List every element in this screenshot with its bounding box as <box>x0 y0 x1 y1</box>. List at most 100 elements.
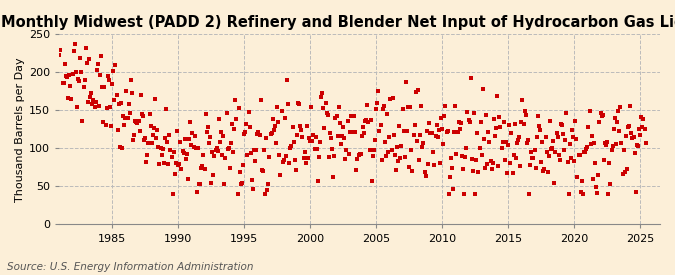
Point <box>109 98 119 103</box>
Point <box>508 152 519 157</box>
Point <box>408 133 419 137</box>
Point <box>363 119 374 124</box>
Point <box>91 67 102 72</box>
Point <box>152 128 163 133</box>
Point <box>182 151 192 156</box>
Point <box>566 155 576 160</box>
Point <box>637 124 648 129</box>
Point <box>358 125 369 129</box>
Point <box>528 156 539 160</box>
Point <box>454 120 464 124</box>
Point <box>379 104 389 109</box>
Point <box>130 119 140 123</box>
Point <box>192 190 202 194</box>
Point <box>571 137 582 141</box>
Point <box>547 146 558 150</box>
Point <box>466 156 477 161</box>
Point <box>381 154 392 159</box>
Point <box>512 141 522 145</box>
Point <box>111 93 122 97</box>
Point <box>556 122 566 127</box>
Point <box>634 127 645 131</box>
Point <box>131 120 142 124</box>
Point <box>550 150 561 154</box>
Point <box>484 140 495 144</box>
Point <box>503 143 514 147</box>
Point <box>620 133 631 138</box>
Point <box>578 150 589 154</box>
Point <box>439 114 450 119</box>
Point <box>259 148 269 152</box>
Point <box>208 173 219 177</box>
Point <box>350 130 360 134</box>
Point <box>173 163 184 167</box>
Point <box>406 148 416 153</box>
Point <box>473 170 484 174</box>
Point <box>84 57 95 61</box>
Point <box>153 145 164 149</box>
Point <box>611 142 622 146</box>
Point <box>344 130 355 134</box>
Point <box>300 161 311 165</box>
Point <box>370 138 381 142</box>
Point <box>582 145 593 149</box>
Point <box>418 141 429 145</box>
Point <box>599 141 610 145</box>
Point <box>500 158 510 163</box>
Point <box>66 97 77 101</box>
Point <box>612 120 622 124</box>
Point <box>63 96 74 100</box>
Point <box>504 123 514 127</box>
Point <box>337 134 348 138</box>
Point <box>435 116 446 120</box>
Point <box>562 160 573 164</box>
Point <box>358 130 369 135</box>
Point <box>276 109 287 114</box>
Point <box>483 130 494 134</box>
Point <box>549 180 560 185</box>
Point <box>526 150 537 155</box>
Point <box>227 150 238 155</box>
Point <box>449 130 460 134</box>
Point <box>388 133 399 137</box>
Point <box>468 169 479 174</box>
Point <box>135 92 146 97</box>
Point <box>180 137 190 141</box>
Point <box>628 135 639 140</box>
Point <box>421 129 432 133</box>
Point <box>232 192 243 196</box>
Point <box>213 117 224 121</box>
Point <box>252 132 263 136</box>
Point <box>597 112 608 117</box>
Point <box>213 149 223 153</box>
Point <box>164 132 175 137</box>
Point <box>284 161 295 165</box>
Point <box>468 111 479 115</box>
Point <box>385 96 396 101</box>
Point <box>82 100 93 104</box>
Point <box>234 170 245 174</box>
Point <box>147 132 158 137</box>
Point <box>438 142 449 147</box>
Point <box>599 158 610 163</box>
Point <box>332 134 343 138</box>
Point <box>269 128 279 132</box>
Point <box>250 159 261 163</box>
Point <box>618 148 629 152</box>
Point <box>290 168 301 172</box>
Point <box>156 153 167 157</box>
Point <box>184 137 194 141</box>
Point <box>348 114 358 119</box>
Point <box>396 144 407 149</box>
Point <box>80 46 91 50</box>
Point <box>234 106 244 110</box>
Point <box>74 79 84 84</box>
Point <box>201 130 212 134</box>
Point <box>566 127 577 132</box>
Point <box>414 158 425 162</box>
Point <box>262 188 273 192</box>
Point <box>414 133 425 137</box>
Point <box>202 125 213 129</box>
Point <box>386 148 397 152</box>
Point <box>342 119 353 123</box>
